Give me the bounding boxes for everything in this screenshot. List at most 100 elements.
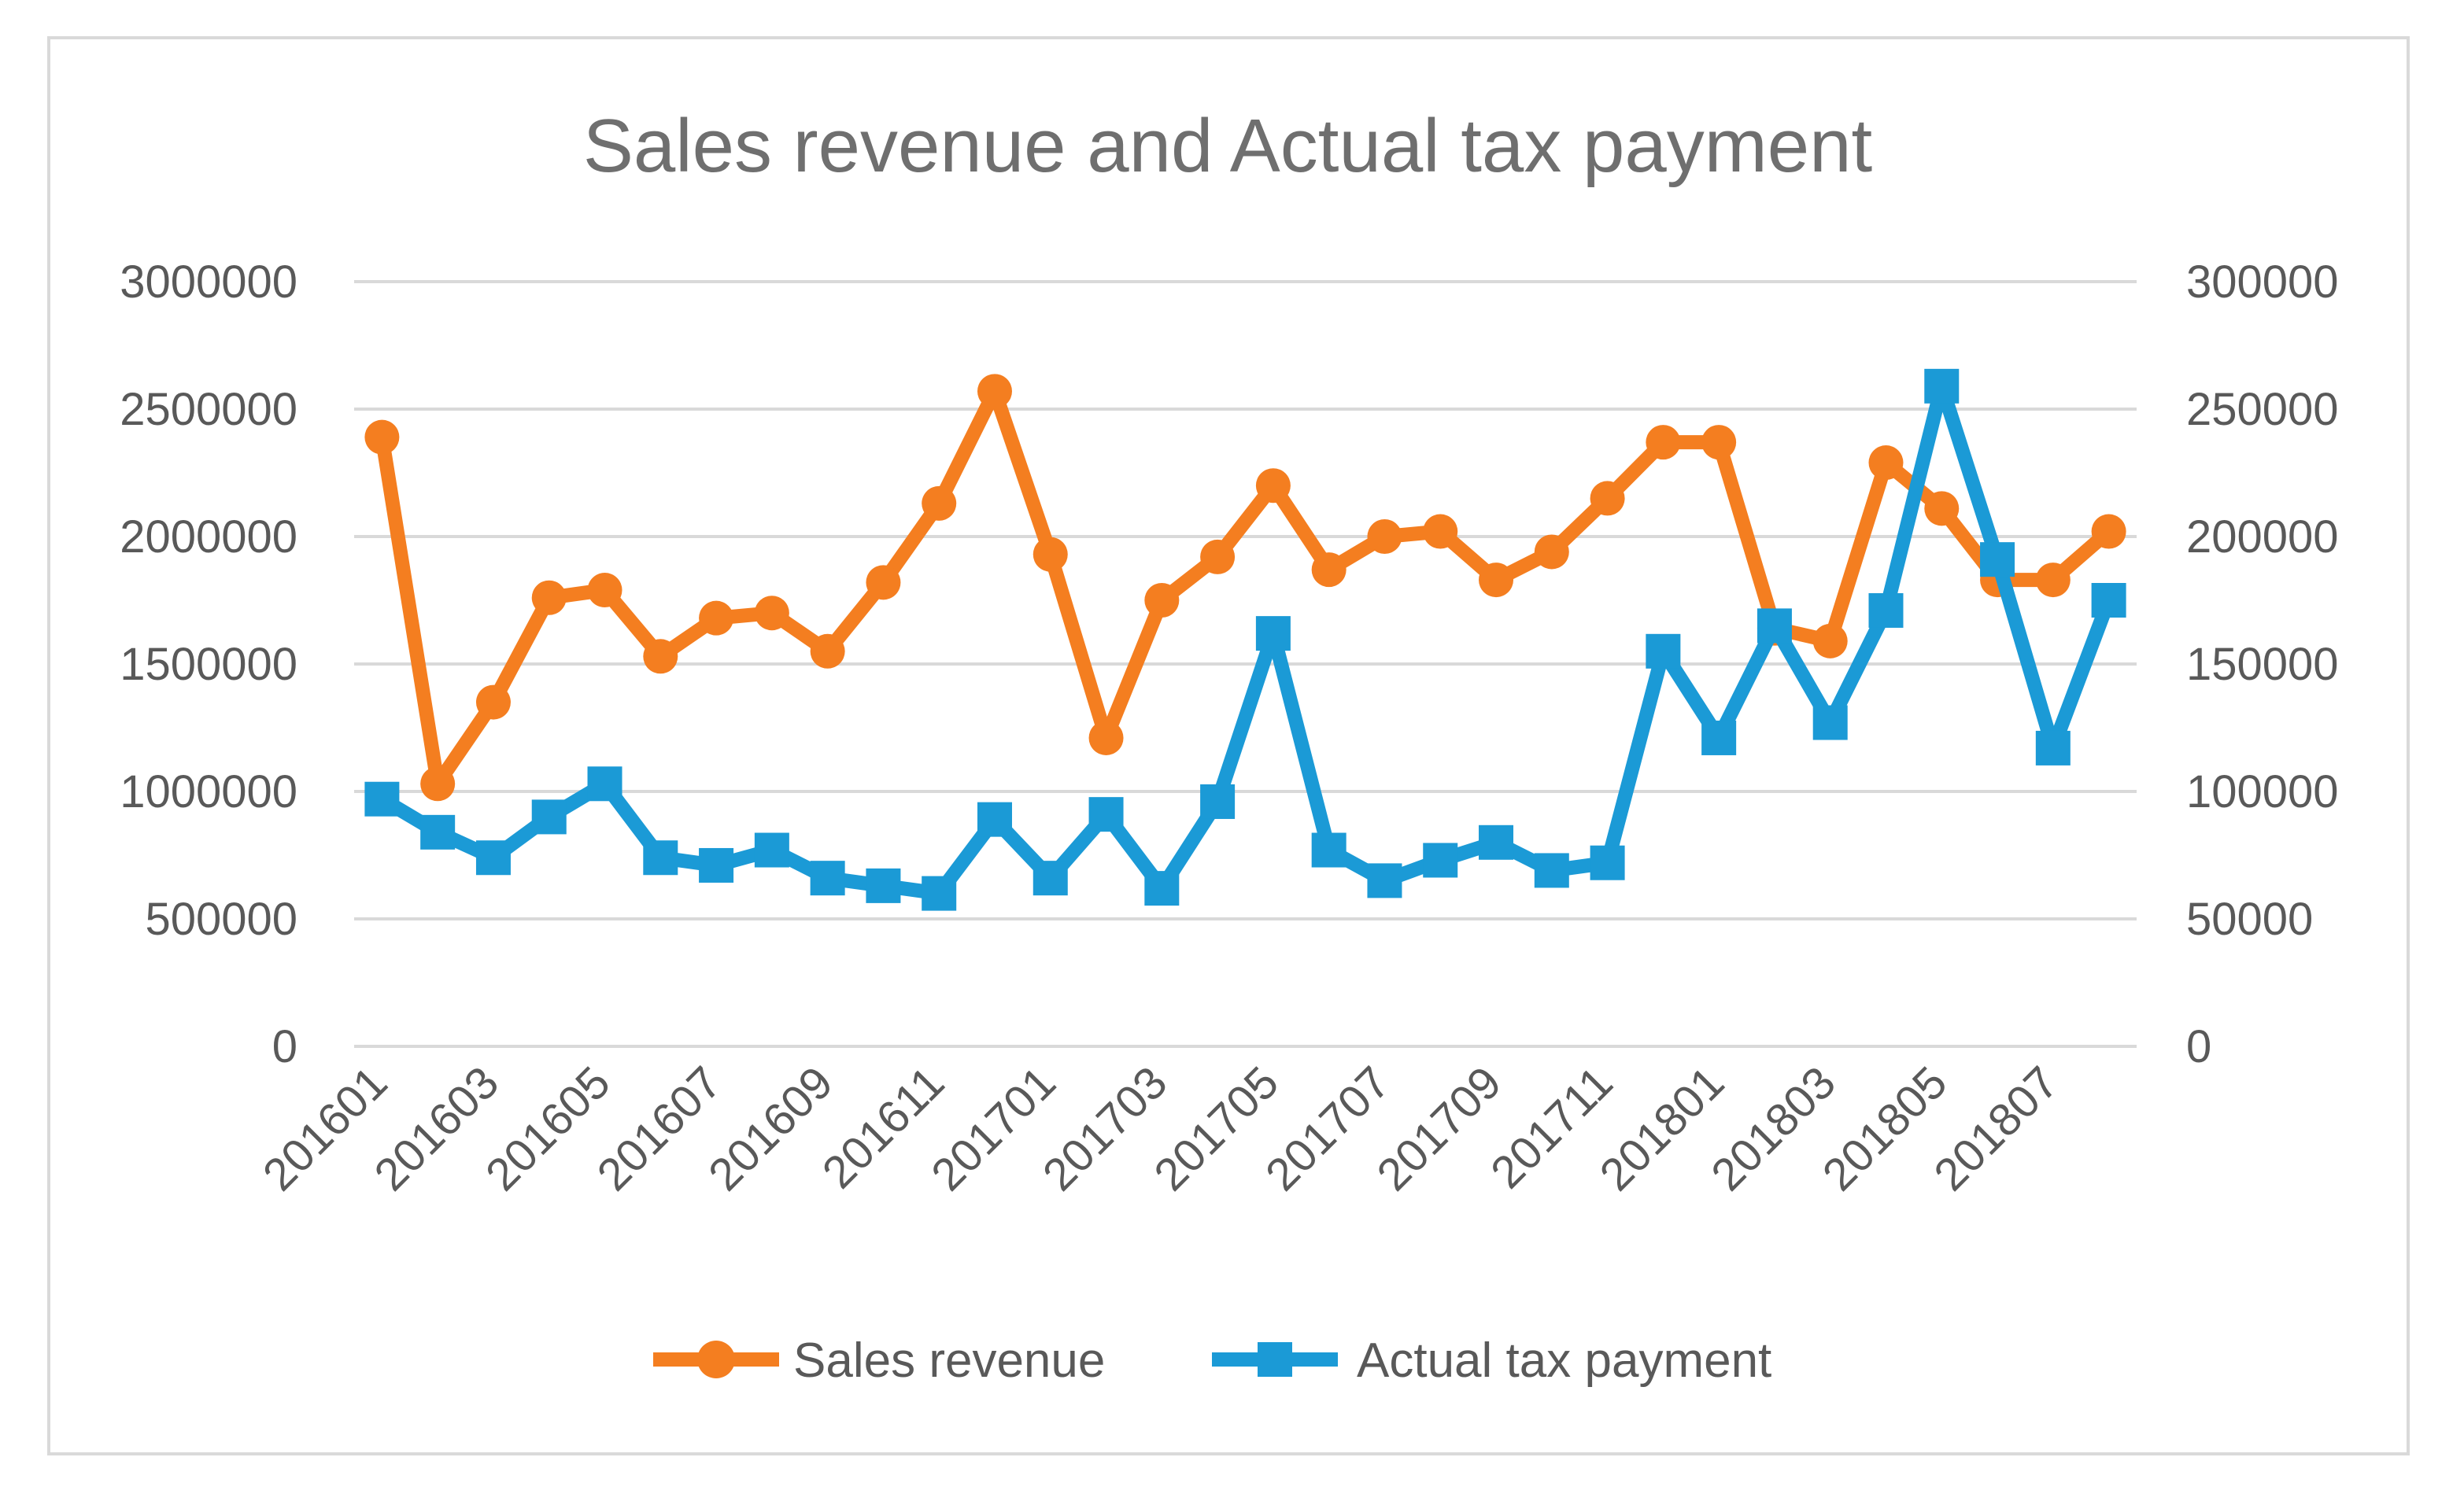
data-point bbox=[1088, 797, 1124, 832]
x-tick-label: 201611 bbox=[813, 1057, 955, 1198]
data-point bbox=[475, 840, 511, 876]
data-point bbox=[1311, 832, 1347, 868]
legend: Sales revenue Actual tax payment bbox=[653, 1334, 1771, 1388]
data-point bbox=[1924, 491, 1960, 526]
data-point bbox=[364, 781, 400, 817]
data-point bbox=[1200, 539, 1236, 574]
y-right-tick-label: 150000 bbox=[2186, 639, 2339, 690]
data-point bbox=[1812, 705, 1848, 740]
data-point bbox=[699, 600, 734, 636]
x-tick-label: 201801 bbox=[1590, 1057, 1734, 1201]
data-point bbox=[754, 832, 789, 868]
series-sales-revenue bbox=[364, 374, 2126, 802]
x-tick-label: 201711 bbox=[1481, 1057, 1623, 1198]
data-point bbox=[1479, 824, 1514, 860]
data-point bbox=[1311, 552, 1347, 588]
data-point bbox=[922, 876, 957, 911]
y-right-tick-label: 50000 bbox=[2186, 894, 2313, 945]
data-point bbox=[475, 684, 511, 720]
y-left-tick-label: 3000000 bbox=[120, 256, 297, 308]
data-point bbox=[2091, 514, 2126, 549]
data-point bbox=[587, 766, 622, 802]
data-point bbox=[531, 580, 567, 615]
data-point bbox=[977, 374, 1012, 409]
data-point bbox=[1646, 633, 1681, 669]
data-point bbox=[1255, 616, 1291, 651]
data-point bbox=[1255, 468, 1291, 504]
data-point bbox=[866, 565, 901, 600]
x-tick-label: 201807 bbox=[1924, 1057, 2068, 1201]
y-left-tick-label: 1000000 bbox=[120, 766, 297, 817]
y-left-tick-label: 2500000 bbox=[120, 384, 297, 435]
data-point bbox=[1812, 623, 1848, 658]
data-point bbox=[922, 485, 957, 521]
chart-title: Sales revenue and Actual tax payment bbox=[583, 104, 1872, 188]
x-tick-label: 201701 bbox=[922, 1057, 1066, 1201]
data-point bbox=[587, 573, 622, 608]
x-axis: 2016012016032016052016072016092016112017… bbox=[253, 1057, 2068, 1201]
x-tick-label: 201805 bbox=[1813, 1057, 1957, 1201]
data-point bbox=[1590, 481, 1625, 516]
data-point bbox=[1423, 843, 1458, 878]
chart-frame bbox=[47, 36, 2410, 1455]
data-point bbox=[2091, 583, 2126, 618]
data-point bbox=[364, 419, 400, 455]
data-point bbox=[1033, 861, 1068, 896]
data-point bbox=[643, 840, 678, 876]
data-point bbox=[1534, 853, 1569, 888]
data-point bbox=[1479, 563, 1514, 598]
legend-marker bbox=[697, 1341, 735, 1378]
x-tick-label: 201703 bbox=[1033, 1057, 1177, 1201]
y-right-tick-label: 200000 bbox=[2186, 511, 2339, 563]
legend-item-sales-revenue: Sales revenue bbox=[653, 1334, 1105, 1388]
data-point bbox=[699, 847, 734, 883]
x-tick-label: 201609 bbox=[699, 1057, 843, 1201]
data-point bbox=[1534, 534, 1569, 570]
data-point bbox=[1088, 720, 1124, 755]
x-tick-label: 201603 bbox=[364, 1057, 508, 1201]
data-point bbox=[2035, 730, 2071, 765]
x-tick-label: 201803 bbox=[1701, 1057, 1845, 1201]
data-point bbox=[420, 814, 456, 850]
data-point bbox=[1868, 445, 1904, 481]
data-point bbox=[1590, 845, 1625, 880]
x-tick-label: 201709 bbox=[1367, 1057, 1511, 1201]
y-left-tick-label: 1500000 bbox=[120, 639, 297, 690]
data-point bbox=[1144, 871, 1180, 906]
data-point bbox=[1701, 425, 1737, 460]
legend-item-actual-tax-payment: Actual tax payment bbox=[1212, 1334, 1771, 1388]
data-point bbox=[531, 799, 567, 835]
data-point bbox=[2035, 563, 2071, 598]
gridlines bbox=[354, 280, 2137, 1048]
series-actual-tax-payment bbox=[364, 368, 2126, 911]
data-point bbox=[643, 639, 678, 674]
data-point bbox=[1144, 583, 1180, 618]
data-point bbox=[1367, 519, 1402, 554]
y-left-tick-label: 500000 bbox=[145, 894, 297, 945]
data-point bbox=[1980, 542, 2015, 577]
y-right-tick-label: 250000 bbox=[2186, 384, 2339, 435]
legend-marker bbox=[1258, 1342, 1292, 1377]
x-tick-label: 201601 bbox=[253, 1057, 397, 1201]
y-left-tick-label: 0 bbox=[272, 1021, 297, 1072]
y-left-tick-label: 2000000 bbox=[120, 511, 297, 563]
data-point bbox=[866, 868, 901, 903]
data-point bbox=[1423, 514, 1458, 549]
data-point bbox=[420, 766, 456, 802]
data-point bbox=[1200, 784, 1236, 819]
data-point bbox=[1868, 592, 1904, 628]
data-point bbox=[1033, 537, 1068, 572]
legend-label: Sales revenue bbox=[793, 1334, 1105, 1388]
data-point bbox=[810, 633, 845, 669]
y-axis-left: 0 500000 1000000 1500000 2000000 2500000 30000… bbox=[120, 256, 297, 1072]
y-axis-right: 0 50000 100000 150000 200000 250000 300000 bbox=[2186, 256, 2339, 1072]
data-point bbox=[977, 802, 1012, 837]
x-tick-label: 201705 bbox=[1144, 1057, 1288, 1201]
series-group bbox=[364, 368, 2126, 911]
data-point bbox=[1367, 863, 1402, 898]
legend-label: Actual tax payment bbox=[1357, 1334, 1771, 1388]
data-point bbox=[1757, 608, 1792, 644]
data-point bbox=[1646, 425, 1681, 460]
y-right-tick-label: 0 bbox=[2186, 1021, 2211, 1072]
